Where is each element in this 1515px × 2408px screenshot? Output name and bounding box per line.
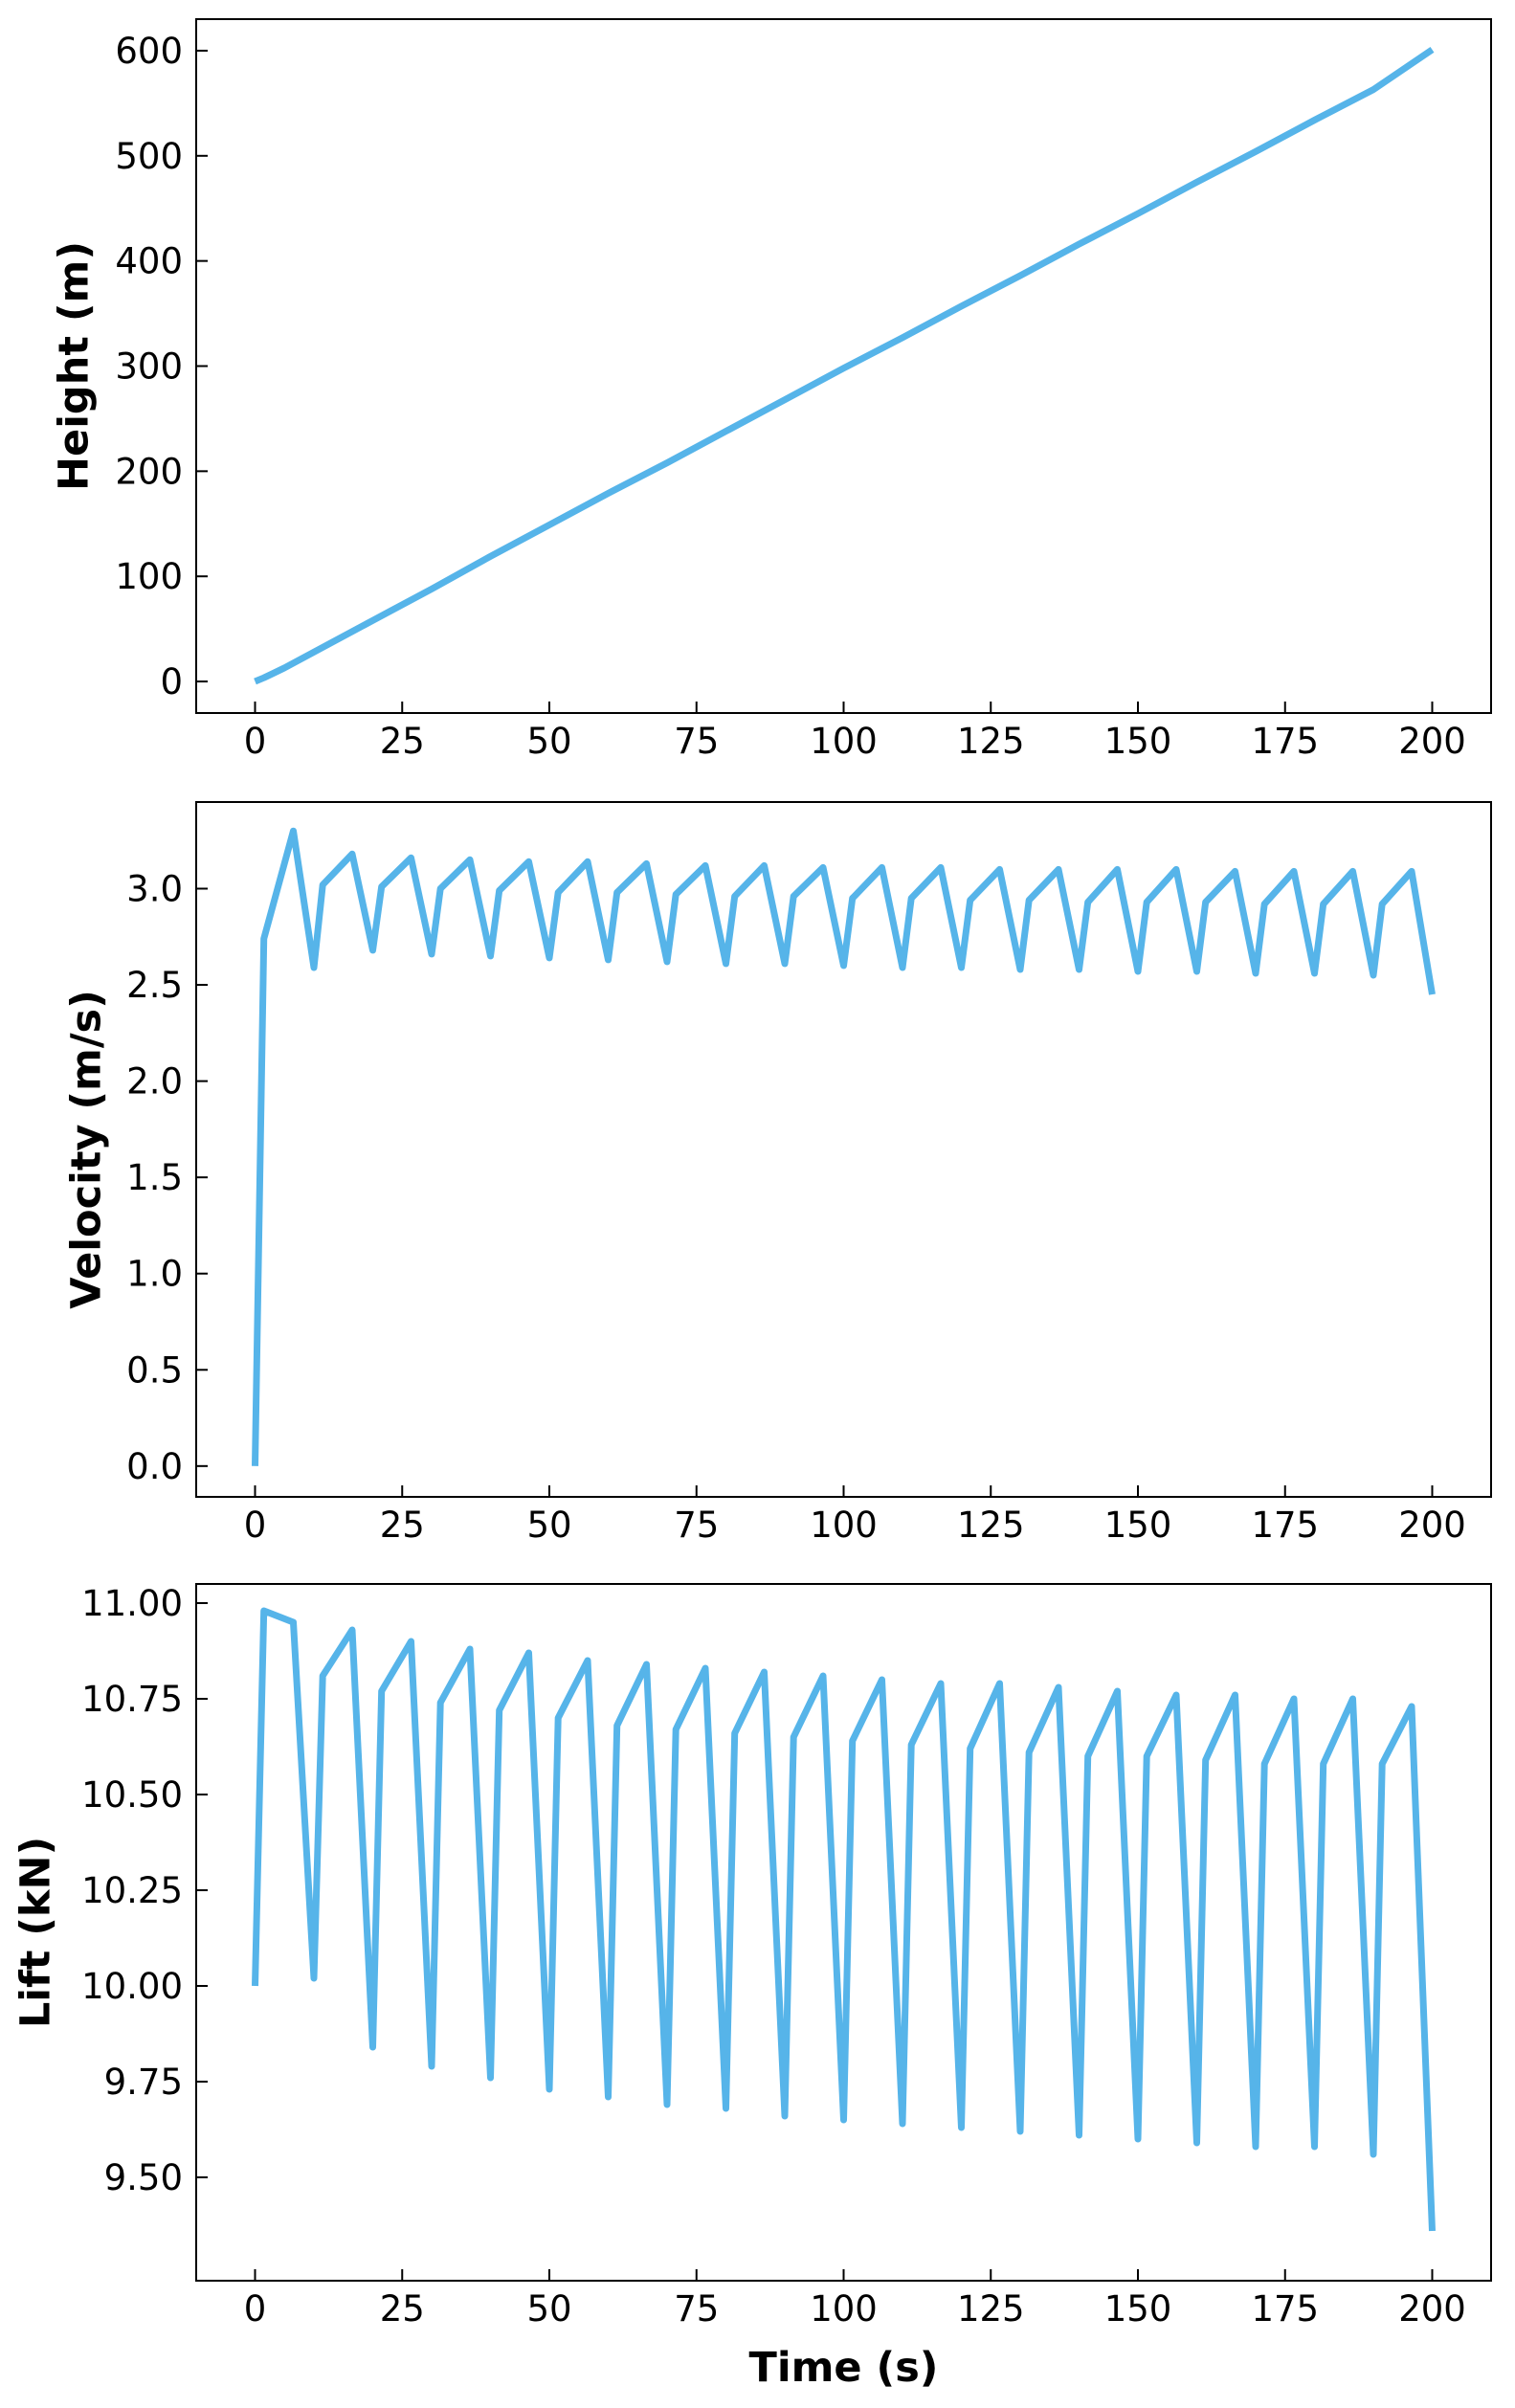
height-axis-label: Height (m): [51, 241, 99, 491]
velocity-y-tick-label: 0.5: [126, 1349, 183, 1391]
velocity-y-tick-label: 2.5: [126, 965, 183, 1006]
height-x-tick-label: 0: [244, 721, 267, 762]
height-y-tick-label: 500: [115, 136, 183, 177]
height-x-tick-label: 100: [810, 721, 878, 762]
velocity-y-tick-label: 1.0: [126, 1254, 183, 1295]
lift-x-tick-label: 150: [1104, 2288, 1172, 2330]
velocity-x-tick-label: 175: [1251, 1505, 1319, 1546]
height-y-tick-label: 400: [115, 241, 183, 282]
lift-x-tick-label: 0: [244, 2288, 267, 2330]
height-x-tick-label: 25: [380, 721, 425, 762]
lift-x-tick-label: 125: [957, 2288, 1025, 2330]
velocity-y-tick-label: 0.0: [126, 1446, 183, 1487]
height-y-tick-label: 300: [115, 346, 183, 388]
velocity-x-tick-label: 25: [380, 1505, 425, 1546]
lift-axis-label: Lift (kN): [12, 1837, 60, 2028]
height-y-tick-label: 0: [160, 661, 183, 702]
lift-y-tick-label: 10.50: [81, 1774, 183, 1816]
velocity-x-tick-label: 125: [957, 1505, 1025, 1546]
lift-x-tick-label: 75: [674, 2288, 719, 2330]
lift-y-tick-label: 11.00: [81, 1583, 183, 1624]
velocity-x-tick-label: 150: [1104, 1505, 1172, 1546]
time-axis-label: Time (s): [749, 2344, 939, 2392]
height-y-tick-label: 600: [115, 31, 183, 72]
lift-y-tick-label: 10.75: [81, 1679, 183, 1720]
height-y-tick-label: 100: [115, 556, 183, 597]
height-x-tick-label: 200: [1398, 721, 1466, 762]
lift-y-tick-label: 10.00: [81, 1966, 183, 2007]
lift-x-tick-label: 50: [526, 2288, 571, 2330]
velocity-panel: Velocity (m/s) 0 25 50 75 100 125 150 175 200 0.0…: [63, 801, 1492, 1546]
height-series-line: [254, 47, 1435, 685]
velocity-y-tick-label: 1.5: [126, 1157, 183, 1198]
lift-y-tick-label: 9.50: [104, 2157, 183, 2198]
lift-x-tick-label: 100: [810, 2288, 878, 2330]
height-x-tick-label: 150: [1104, 721, 1172, 762]
velocity-y-tick-label: 2.0: [126, 1061, 183, 1103]
velocity-x-tick-label: 0: [244, 1505, 267, 1546]
height-panel: Height (m) 0 25 50 75 100 125 150 175 200 0 100 200…: [51, 18, 1492, 762]
velocity-axis-label: Velocity (m/s): [63, 990, 111, 1309]
velocity-x-tick-label: 50: [526, 1505, 571, 1546]
lift-x-tick-label: 25: [380, 2288, 425, 2330]
height-x-tick-label: 75: [674, 721, 719, 762]
lift-x-tick-label: 200: [1398, 2288, 1466, 2330]
velocity-x-tick-label: 75: [674, 1505, 719, 1546]
lift-y-tick-label: 10.25: [81, 1870, 183, 1911]
velocity-y-tick-label: 3.0: [126, 868, 183, 909]
lift-series-line: [252, 1607, 1436, 2232]
velocity-x-tick-label: 100: [810, 1505, 878, 1546]
velocity-series-line: [252, 827, 1436, 1466]
height-y-tick-label: 200: [115, 451, 183, 492]
lift-x-tick-label: 175: [1251, 2288, 1319, 2330]
velocity-x-tick-label: 200: [1398, 1505, 1466, 1546]
height-x-tick-label: 50: [526, 721, 571, 762]
lift-panel: Lift (kN) Time (s) 0 25 50 75 100 125 150 175 20…: [12, 1583, 1492, 2392]
height-x-tick-label: 125: [957, 721, 1025, 762]
lift-y-tick-label: 9.75: [104, 2062, 183, 2103]
height-x-tick-label: 175: [1251, 721, 1319, 762]
